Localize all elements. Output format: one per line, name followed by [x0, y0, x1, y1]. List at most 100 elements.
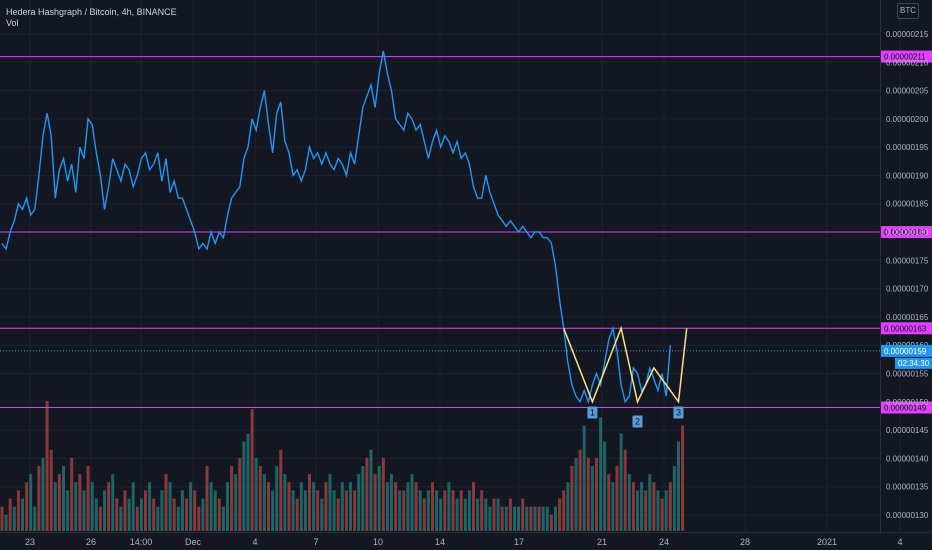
price-tick-label: 0.00000150: [886, 398, 929, 407]
pattern-marker-box[interactable]: [587, 406, 598, 419]
volume-bar: [57, 474, 61, 531]
volume-bar: [644, 490, 648, 531]
volume-bar: [111, 474, 115, 531]
volume-bar: [517, 506, 521, 531]
volume-bar: [168, 482, 172, 531]
volume-bar: [180, 490, 184, 531]
volume-bar: [78, 474, 82, 531]
volume-bar: [217, 498, 221, 531]
volume-bar: [8, 498, 12, 531]
volume-bar: [545, 506, 549, 531]
price-tick-label: 0.00000140: [886, 454, 929, 463]
time-tick-label: 14:00: [130, 537, 153, 547]
pattern-marker-box[interactable]: [673, 406, 684, 419]
pattern-marker-label: 1: [590, 407, 595, 417]
volume-bar: [607, 474, 611, 531]
pattern-marker-label: 3: [676, 407, 681, 417]
volume-bar: [246, 433, 250, 531]
time-axis-separator: [0, 532, 932, 533]
volume-bar: [344, 490, 348, 531]
volume-bar: [41, 457, 45, 531]
level-price-label: 0.00000149: [884, 403, 927, 412]
volume-bar: [258, 466, 262, 531]
volume-bar: [480, 490, 484, 531]
volume-bar: [107, 482, 111, 531]
time-tick-label: 23: [25, 537, 35, 547]
time-tick-label: 21: [597, 537, 607, 547]
volume-bar: [484, 498, 488, 531]
volume-bar: [349, 482, 352, 531]
volume-bar: [570, 466, 574, 531]
volume-bar: [472, 482, 475, 531]
volume-bar: [549, 514, 553, 531]
volume-bar: [320, 498, 324, 531]
volume-bar: [582, 425, 586, 531]
volume-bar: [98, 506, 102, 531]
level-price-tag: [881, 322, 932, 335]
volume-bar: [574, 457, 578, 531]
pattern-marker-box[interactable]: [632, 415, 643, 428]
pattern-polyline[interactable]: [563, 325, 688, 405]
volume-bar: [377, 466, 381, 531]
volume-histogram: [0, 401, 685, 531]
price-tick-label: 0.00000135: [886, 483, 929, 492]
volume-bar: [49, 449, 53, 531]
volume-bar: [439, 498, 443, 531]
price-tick-label: 0.00000215: [886, 30, 929, 39]
level-price-label: 0.00000163: [884, 324, 927, 333]
volume-bar: [611, 482, 615, 531]
volume-bar: [12, 506, 16, 531]
volume-bar: [70, 457, 74, 531]
volume-bar: [25, 482, 29, 531]
volume-bar: [4, 514, 8, 531]
volume-bar: [242, 441, 246, 531]
level-price-label: 0.00000180: [884, 228, 927, 237]
level-price-label: 0.00000211: [884, 53, 926, 62]
volume-bar: [496, 498, 500, 531]
volume-bar: [418, 490, 422, 531]
chart-grid: [0, 0, 901, 532]
time-axis: 23 26 14:00 Dec 4 7 10 14 17 21 24 28 2021 4: [25, 537, 903, 547]
volume-bar: [406, 482, 410, 531]
price-axis: 0.00000215 0.00000210 0.00000205 0.00000200…: [881, 30, 932, 520]
level-price-tag: [881, 401, 932, 414]
volume-bar: [541, 506, 545, 531]
volume-bar: [385, 482, 389, 531]
volume-bar: [627, 474, 631, 531]
volume-bar: [513, 506, 516, 531]
volume-bar: [332, 490, 336, 531]
time-tick-label: 24: [659, 537, 669, 547]
volume-bar: [53, 482, 57, 531]
volume-bar: [431, 482, 434, 531]
price-tick-label: 0.00000175: [886, 256, 929, 265]
pattern-marker-label: 2: [635, 416, 640, 426]
symbol-title: Hedera Hashgraph / Bitcoin, 4h, BINANCE: [6, 7, 177, 17]
volume-bar: [631, 482, 635, 531]
volume-bar: [127, 498, 131, 531]
volume-bar: [562, 490, 566, 531]
time-tick-label: 26: [86, 537, 96, 547]
volume-bar: [238, 457, 242, 531]
volume-bar: [275, 466, 279, 531]
volume-bar: [463, 498, 467, 531]
time-tick-label: 4: [897, 537, 902, 547]
volume-bar: [459, 490, 463, 531]
volume-bar: [234, 474, 238, 531]
volume-bar: [29, 474, 33, 531]
volume-bar: [189, 482, 193, 531]
volume-bar: [529, 506, 533, 531]
volume-bar: [221, 506, 225, 531]
volume-bar: [369, 449, 373, 531]
currency-badge[interactable]: BTC: [897, 3, 919, 19]
volume-bar: [525, 506, 529, 531]
time-tick-label: 2021: [817, 537, 837, 547]
volume-bar: [381, 457, 385, 531]
price-tick-label: 0.00000205: [886, 87, 929, 96]
price-line: [1, 50, 671, 405]
level-price-tag: [881, 226, 932, 239]
volume-bar: [295, 498, 299, 531]
volume-bar: [119, 506, 123, 531]
volume-bar: [279, 449, 283, 531]
volume-bar: [328, 474, 332, 531]
